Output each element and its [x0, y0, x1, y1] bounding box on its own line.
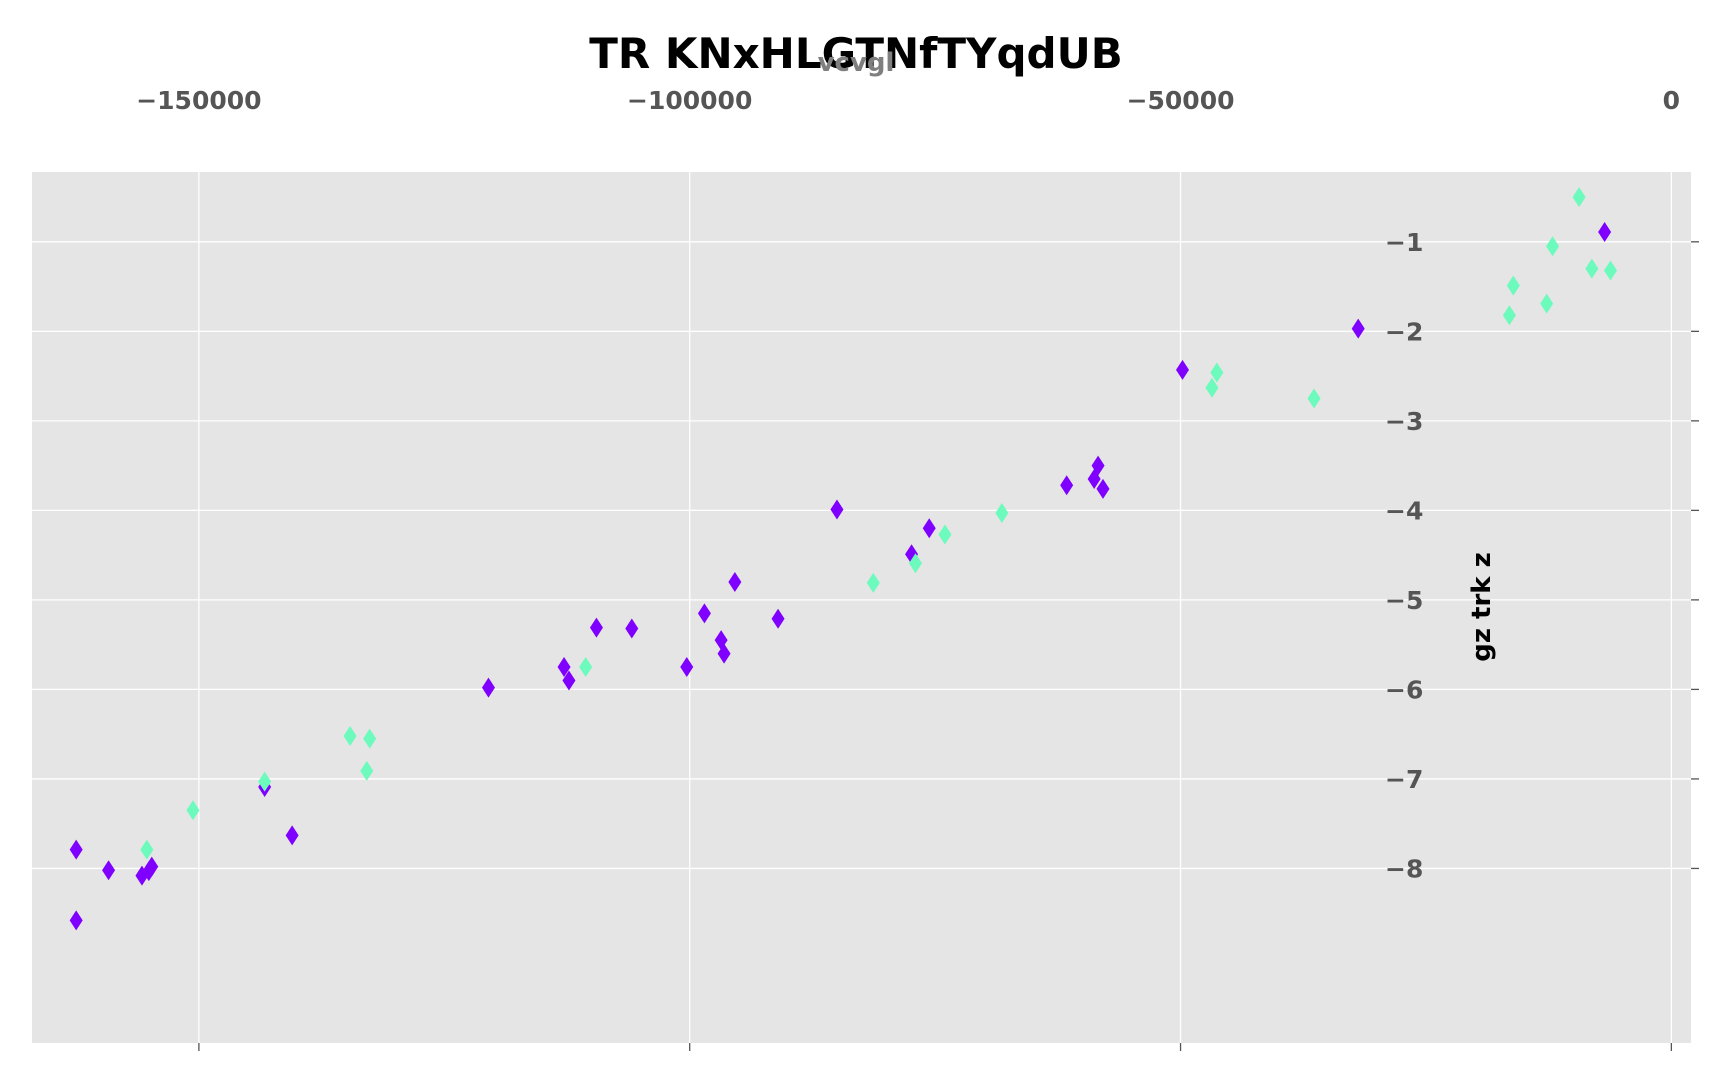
- y-tick-label: −4: [1385, 496, 1423, 525]
- x-tick-label: −100000: [627, 86, 752, 115]
- y-tick-label: −2: [1385, 317, 1423, 346]
- series-2-point: [186, 800, 200, 821]
- series-1-point: [1351, 318, 1365, 339]
- series-1-point: [697, 603, 711, 624]
- series-1-point: [625, 618, 639, 639]
- series-1-point: [717, 643, 731, 664]
- y-tick-label: −5: [1385, 586, 1423, 615]
- y-tick-label: −6: [1385, 675, 1423, 704]
- series-1-point: [1091, 455, 1105, 476]
- series-2-point: [938, 524, 952, 545]
- axis-ticks: −150000 −100000 −50000 0 −1 −2 −3 −4 −5 −6 −7 −8: [136, 86, 1699, 1051]
- series-1-point: [1598, 221, 1612, 242]
- y-tick-label: −1: [1385, 228, 1423, 257]
- series-2-point: [140, 839, 154, 860]
- series-2-point: [1502, 305, 1516, 326]
- series-2-point: [866, 572, 880, 593]
- series-2-point: [1585, 258, 1599, 279]
- series-2-point: [1572, 187, 1586, 208]
- chart-title: TR KNxHLGTNfTYqdUB: [589, 29, 1122, 78]
- y-tick-label: −7: [1385, 765, 1423, 794]
- series-2-point: [1540, 293, 1554, 314]
- x-tick-label: −150000: [136, 86, 261, 115]
- x-tick-label: −50000: [1127, 86, 1235, 115]
- plot-area: [32, 172, 1691, 1043]
- series-2-point: [1604, 260, 1618, 281]
- series-1-point: [102, 860, 116, 881]
- series-2-point: [908, 553, 922, 574]
- series-1-point: [1096, 478, 1110, 499]
- y-tick-label: −3: [1385, 407, 1423, 436]
- grid-lines: [32, 172, 1691, 1043]
- data-points: [69, 187, 1618, 931]
- series-2-point: [1205, 377, 1219, 398]
- x-tick-label: 0: [1663, 86, 1680, 115]
- series-1-point: [589, 617, 603, 638]
- series-1-point: [69, 910, 83, 931]
- series-2-point: [258, 771, 272, 792]
- x-axis-label: vcvgl: [818, 48, 895, 78]
- series-1-point: [771, 608, 785, 629]
- y-axis-label: gz trk z: [1467, 552, 1497, 662]
- series-2-point: [579, 657, 593, 678]
- series-2-point: [1546, 236, 1560, 257]
- series-1-point: [830, 499, 844, 520]
- series-1-point: [69, 839, 83, 860]
- series-2-point: [343, 725, 357, 746]
- series-2-point: [995, 503, 1009, 524]
- series-2-point: [1307, 388, 1321, 409]
- series-2-point: [363, 728, 377, 749]
- series-1-point: [481, 677, 495, 698]
- series-1-point: [922, 518, 936, 539]
- series-1-point: [1060, 475, 1074, 496]
- series-1-point: [145, 856, 159, 877]
- series-2-point: [1210, 362, 1224, 383]
- series-1-point: [557, 657, 571, 678]
- series-2-point: [360, 760, 374, 781]
- series-1-point: [728, 571, 742, 592]
- series-1-point: [562, 670, 576, 691]
- y-tick-label: −8: [1385, 854, 1423, 883]
- series-2-point: [1506, 275, 1520, 296]
- series-1-point: [1176, 359, 1190, 380]
- series-1-point: [680, 657, 694, 678]
- series-1-point: [285, 825, 299, 846]
